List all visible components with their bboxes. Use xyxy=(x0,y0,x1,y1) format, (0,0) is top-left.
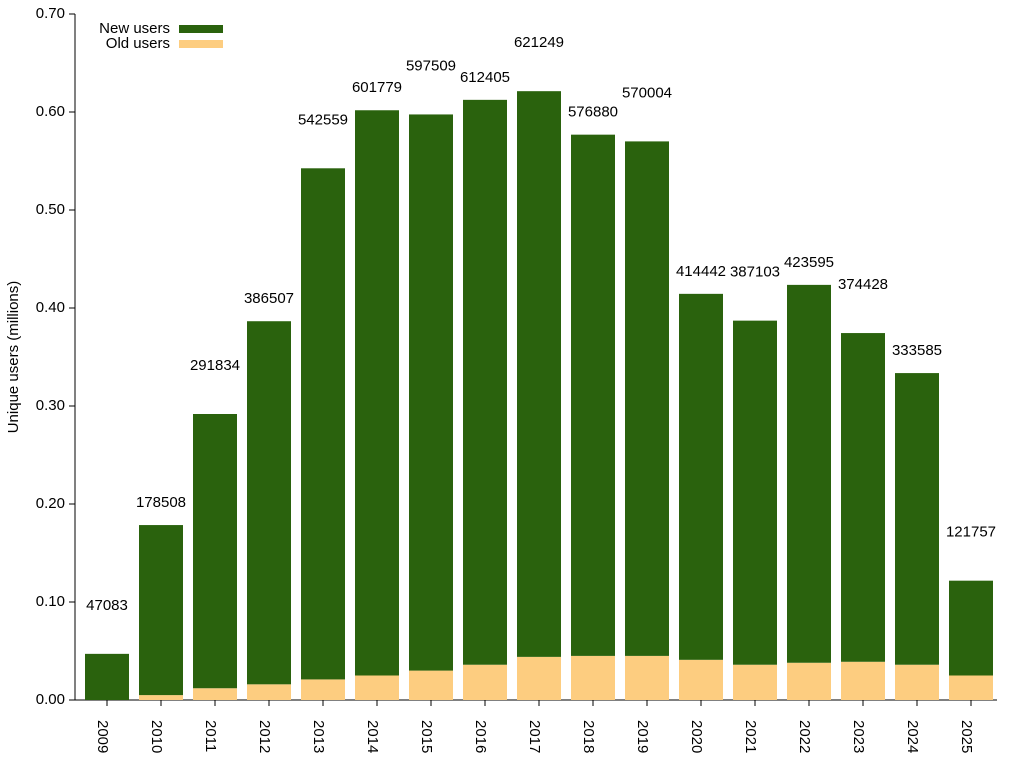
bar-segment xyxy=(355,110,399,676)
y-tick-label: 0.20 xyxy=(36,495,65,512)
bar-segment xyxy=(625,655,669,700)
data-label: 47083 xyxy=(86,597,128,614)
y-tick-label: 0.10 xyxy=(36,593,65,610)
y-axis-label: Unique users (millions) xyxy=(5,281,22,434)
bar-segment xyxy=(733,664,777,700)
legend-label: New users xyxy=(99,20,170,37)
x-tick-label: 2016 xyxy=(472,720,489,753)
bar-segment xyxy=(841,333,885,662)
data-label: 178508 xyxy=(136,494,186,511)
x-tick-label: 2010 xyxy=(148,720,165,753)
bar-segment xyxy=(139,695,183,700)
bar-segment xyxy=(517,91,561,657)
bar-segment xyxy=(895,373,939,665)
x-tick-label: 2011 xyxy=(202,720,219,752)
legend-swatch xyxy=(179,25,223,33)
bar-segment xyxy=(895,664,939,700)
bar-segment xyxy=(517,656,561,700)
data-label: 542559 xyxy=(298,111,348,128)
y-tick-label: 0.60 xyxy=(36,103,65,120)
bar-segment xyxy=(841,661,885,700)
bar-segment xyxy=(787,662,831,700)
x-tick-label: 2023 xyxy=(850,720,867,753)
legend-label: Old users xyxy=(106,35,170,52)
bar-segment xyxy=(85,653,129,700)
x-tick-label: 2020 xyxy=(688,720,705,753)
data-label: 621249 xyxy=(514,34,564,51)
bar-segment xyxy=(571,134,615,656)
bar-segment xyxy=(193,688,237,700)
bar-segment xyxy=(301,168,345,680)
x-tick-label: 2014 xyxy=(364,720,381,753)
data-label: 333585 xyxy=(892,342,942,359)
data-label: 374428 xyxy=(838,276,888,293)
x-tick-label: 2025 xyxy=(958,720,975,753)
x-tick-label: 2021 xyxy=(742,720,759,753)
bar-segment xyxy=(787,284,831,663)
data-label: 612405 xyxy=(460,69,510,86)
x-tick-label: 2018 xyxy=(580,720,597,753)
x-tick-label: 2024 xyxy=(904,720,921,753)
bar-segment xyxy=(301,679,345,700)
bar-segment xyxy=(733,320,777,665)
bar-segment xyxy=(409,114,453,671)
bar-segment xyxy=(625,141,669,656)
data-label: 601779 xyxy=(352,79,402,96)
bar-segment xyxy=(463,664,507,700)
data-label: 387103 xyxy=(730,264,780,281)
bar-segment xyxy=(247,684,291,700)
bar-segment xyxy=(949,580,993,676)
bar-segment xyxy=(463,99,507,665)
data-label: 570004 xyxy=(622,84,672,101)
bar-segment xyxy=(409,670,453,700)
x-tick-label: 2022 xyxy=(796,720,813,753)
data-label: 423595 xyxy=(784,254,834,271)
data-label: 597509 xyxy=(406,57,456,74)
data-label: 121757 xyxy=(946,524,996,541)
bar-segment xyxy=(355,675,399,700)
data-label: 386507 xyxy=(244,290,294,307)
bar-segment xyxy=(679,293,723,660)
bar-segment xyxy=(247,321,291,685)
bar-segment xyxy=(679,659,723,700)
bar-segment xyxy=(949,675,993,700)
data-label: 291834 xyxy=(190,357,240,374)
y-tick-label: 0.50 xyxy=(36,201,65,218)
x-tick-label: 2017 xyxy=(526,720,543,753)
bar-segment xyxy=(139,525,183,696)
x-tick-label: 2009 xyxy=(94,720,111,753)
bar-segment xyxy=(193,414,237,689)
x-tick-label: 2013 xyxy=(310,720,327,753)
y-tick-label: 0.00 xyxy=(36,691,65,708)
data-label: 414442 xyxy=(676,263,726,280)
y-tick-label: 0.70 xyxy=(36,5,65,22)
y-tick-label: 0.30 xyxy=(36,397,65,414)
bar-segment xyxy=(571,655,615,700)
legend-swatch xyxy=(179,40,223,48)
y-tick-label: 0.40 xyxy=(36,299,65,316)
data-label: 576880 xyxy=(568,104,618,121)
x-tick-label: 2019 xyxy=(634,720,651,753)
x-tick-label: 2015 xyxy=(418,720,435,753)
x-tick-label: 2012 xyxy=(256,720,273,753)
